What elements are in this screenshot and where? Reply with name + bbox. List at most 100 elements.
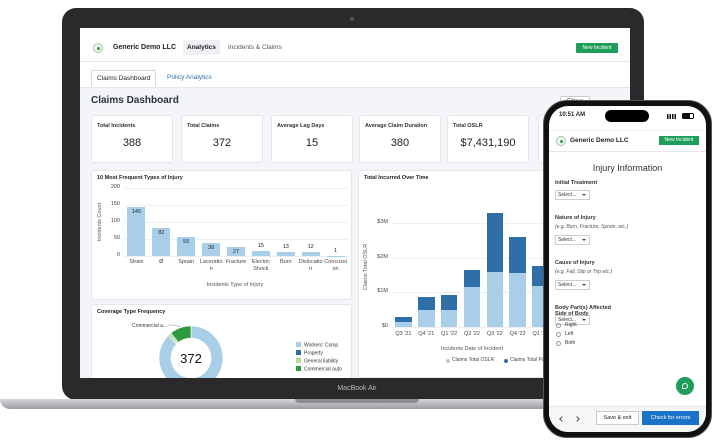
camera <box>350 17 354 21</box>
data-label: 15 <box>257 242 264 249</box>
kpi-value: 380 <box>390 137 410 149</box>
select-box[interactable] <box>555 235 590 245</box>
grid-line <box>392 327 552 328</box>
legend-swatch <box>296 350 301 355</box>
data-label: 38 <box>208 245 215 252</box>
save-button[interactable]: Save & exit <box>596 411 639 425</box>
kpi-card <box>181 115 263 163</box>
select-caret <box>582 284 586 286</box>
y-tick-label: $3M <box>377 219 388 226</box>
dynamic-island <box>605 110 649 122</box>
x-tick-label: Sprain <box>178 259 195 265</box>
data-label: 12 <box>307 243 314 250</box>
bar <box>202 243 221 256</box>
phone-header <box>549 130 706 152</box>
bar <box>301 251 320 256</box>
new-incident-button[interactable]: New Incident <box>576 43 618 53</box>
y-tick-label: $1M <box>377 288 388 295</box>
y-tick-label: 100 <box>110 218 120 224</box>
bar-segment <box>395 316 412 323</box>
company: Generic Demo LLC <box>570 137 629 144</box>
select-text: Select... <box>558 317 577 323</box>
y-tick-label: 150 <box>110 201 120 207</box>
y-tick-label: $0 <box>381 323 388 329</box>
legend-swatch <box>296 366 301 371</box>
field-hint: (e.g. Burn, Fracture, Sprain, etc.) <box>555 224 629 230</box>
x-tick-label: Q3 '22 <box>486 331 503 337</box>
kpi-card <box>91 115 173 163</box>
company: Generic Demo LLC <box>113 44 177 51</box>
new-incident-button[interactable]: New Incident <box>659 136 699 145</box>
donut-chart: 372 Commercial a... Workers' Comp Property G… <box>132 323 342 378</box>
x-tick-label: Q2 '22 <box>463 331 480 337</box>
select-box[interactable] <box>555 315 590 325</box>
field-hint: (e.g. Fall, Slip or Trip etc.) <box>555 269 613 275</box>
x-tick-label: Fracture <box>225 259 247 265</box>
x-tick-label: Dislocation <box>298 259 323 272</box>
check-button[interactable]: Check for errors <box>642 411 699 425</box>
x-tick-label: Q4 '21 <box>418 331 435 337</box>
bar <box>127 206 146 256</box>
select-caret <box>582 194 586 196</box>
x-tick-label: Electric Shock <box>251 259 270 272</box>
grid-line <box>124 239 348 240</box>
kpi-value: $7,431,190 <box>460 137 516 149</box>
x-tick-label: Strain <box>129 259 144 265</box>
x-tick-label: Burn <box>279 259 292 265</box>
grid-line <box>124 188 348 189</box>
phone-screen: 10:51 AM Generic Demo LLC New Incident Inju… <box>549 106 706 432</box>
select-text: Select... <box>558 192 577 198</box>
select-box[interactable] <box>555 280 590 290</box>
nav-item[interactable]: Analytics <box>183 40 220 55</box>
battery-icon <box>682 113 694 119</box>
radio[interactable] <box>556 341 561 346</box>
legend-label: Commercial auto <box>304 367 342 373</box>
tab[interactable]: Policy Analytics <box>167 74 212 81</box>
kpi-label: Total Incidents <box>97 123 136 129</box>
data-label: 82 <box>158 230 165 237</box>
grid-line <box>124 205 348 206</box>
grid-line <box>124 222 348 223</box>
bar-segment <box>509 273 526 327</box>
bar-segment <box>440 310 458 327</box>
laptop-base <box>0 399 710 409</box>
legend-swatch <box>504 359 508 363</box>
x-tick-label: Q4 '22 <box>509 331 526 337</box>
bar-segment <box>418 297 435 311</box>
radio[interactable] <box>556 323 561 328</box>
chart-title: Coverage Type Frequency <box>97 309 166 315</box>
kpi-card <box>447 115 529 163</box>
signal-icon <box>667 114 676 119</box>
legend-swatch <box>296 342 301 347</box>
field-label: Cause of Injury <box>555 260 595 266</box>
data-label: 55 <box>183 239 190 246</box>
legend-label: Property <box>304 351 323 357</box>
x-axis-title: Incidents Type of Injury <box>206 282 264 288</box>
x-tick-label: Q1 '23 <box>532 331 549 337</box>
y-tick-label: 200 <box>110 184 120 190</box>
legend-swatch <box>296 358 301 363</box>
base-notch <box>295 399 419 403</box>
page-title: Claims Dashboard <box>91 95 179 106</box>
x-tick-label: Q1 '22 <box>441 331 458 337</box>
kpi-label: Average Claim Duration <box>365 123 428 129</box>
tab[interactable]: Claims Dashboard <box>91 70 157 86</box>
donut-slice <box>170 325 192 343</box>
bar <box>177 237 196 256</box>
data-label: 27 <box>232 248 240 255</box>
bar <box>227 246 245 256</box>
field-label: Nature of Injury <box>555 215 596 221</box>
radio[interactable] <box>556 332 561 337</box>
kpi-value: 372 <box>212 137 232 149</box>
nav-item[interactable]: Incidents & Claims <box>228 44 282 51</box>
y-tick-label: 50 <box>113 235 120 241</box>
bar-segment <box>463 287 481 327</box>
x-tick-label: Concussion <box>324 259 347 272</box>
select-box[interactable] <box>555 190 590 200</box>
kpi-card <box>271 115 353 163</box>
field-label: Side of Body <box>555 311 589 317</box>
field-label: Initial Treatment <box>555 180 598 186</box>
data-label: 145 <box>131 208 142 215</box>
chart-title: 10 Most Frequent Types of Injury <box>97 175 183 181</box>
kpi-label: Average Lag Days <box>277 123 325 129</box>
